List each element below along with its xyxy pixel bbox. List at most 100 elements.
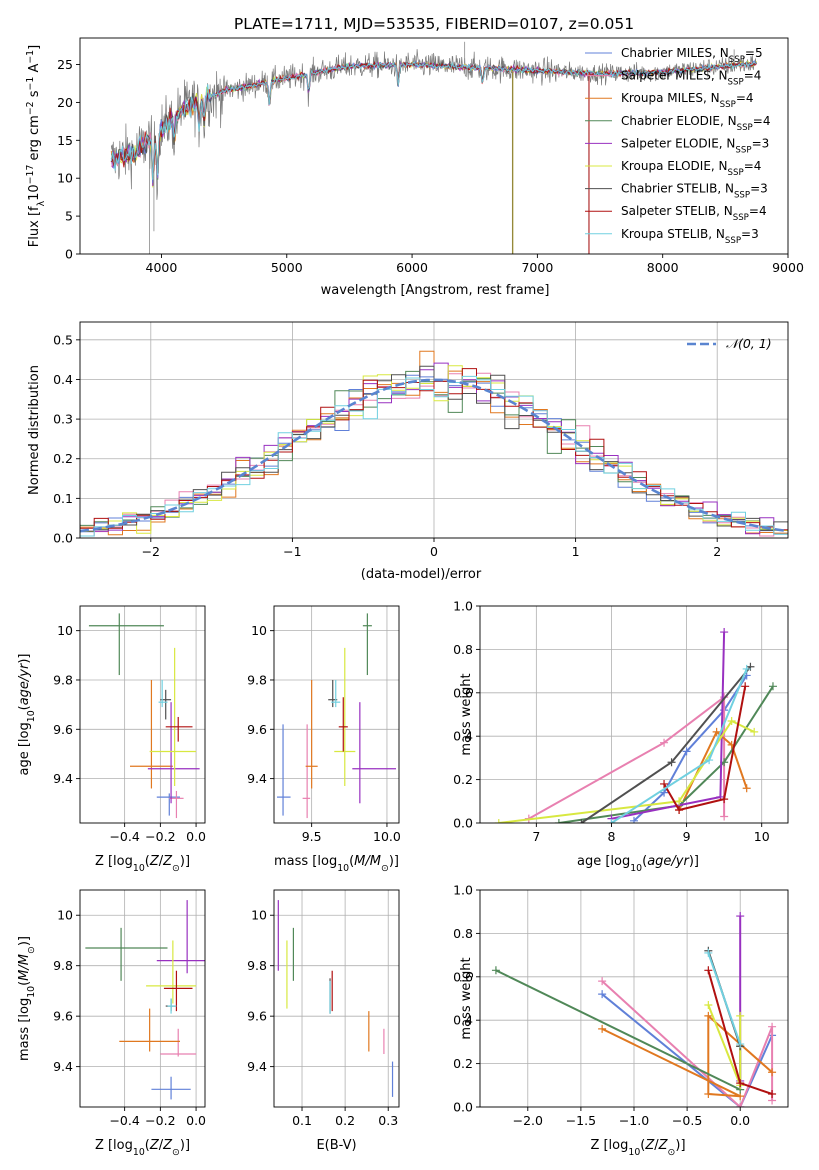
plot-area	[277, 900, 394, 1097]
label-part: Z	[149, 854, 160, 869]
x-tick-label: 0	[430, 544, 438, 559]
weight-point	[720, 795, 729, 804]
x-tick-label: −1.0	[619, 1113, 649, 1128]
y-tick-label: 0.8	[453, 642, 473, 657]
x-tick-label: 0.2	[335, 1113, 355, 1128]
weight-series-line	[707, 1004, 742, 1087]
weight-point	[768, 1089, 777, 1098]
y-tick-label: 0	[65, 247, 73, 262]
weight-point	[554, 819, 563, 823]
y-tick-label: 15	[57, 133, 73, 148]
legend-label: Chabrier STELIB, NSSP=3	[621, 182, 768, 201]
weight-point	[768, 1022, 777, 1031]
label-part: ⊙	[381, 863, 389, 874]
axes: −2.0 −1.5 −1.0 −0.5 0.0 0.0 0.2 0.4 0.6 0.8 1.0	[453, 883, 789, 1128]
weight-point	[607, 819, 616, 823]
x-tick-label: 6000	[396, 260, 428, 275]
label-part: age [log	[17, 722, 32, 775]
label-part: SSP	[734, 191, 750, 201]
label-part: )]	[389, 854, 399, 869]
label-part: Z	[644, 1138, 655, 1153]
label-part: A	[27, 64, 42, 77]
label-part: 10	[133, 1147, 145, 1158]
y-tick-label: 10	[57, 171, 73, 186]
x-axis-label: Z [log10(Z/Z⊙)]	[95, 1138, 190, 1158]
label-part: =4	[736, 91, 754, 105]
x-tick-label: −1.5	[566, 1113, 596, 1128]
x-tick-label: −0.5	[672, 1113, 702, 1128]
label-part: −2	[25, 101, 36, 115]
y-tick-label: 1.0	[453, 883, 473, 898]
label-part: 10	[337, 863, 349, 874]
x-tick-label: −0.2	[145, 1113, 175, 1128]
axes: −2 −1 0 1 2 0.0 0.1 0.2 0.3 0.4 0.5	[53, 321, 789, 559]
label-part: s	[27, 90, 42, 101]
plot-area	[85, 900, 205, 1100]
plot-area	[88, 613, 200, 819]
x-tick-label: −0.4	[109, 1113, 139, 1128]
label-part: Chabrier STELIB, N	[621, 182, 734, 196]
label-part: ]	[27, 45, 42, 50]
x-axis-label: E(B-V)	[316, 1138, 356, 1153]
y-tick-label: 9.8	[247, 672, 267, 687]
y-tick-label: 10	[251, 908, 267, 923]
label-part: (	[642, 854, 647, 869]
label-part: =4	[749, 204, 767, 218]
y-axis-label: mass weight	[459, 673, 474, 755]
weight-point	[598, 1024, 607, 1033]
plot-area	[491, 912, 777, 1107]
spectrum-model-line	[110, 61, 757, 180]
y-tick-label: 0.2	[453, 772, 473, 787]
panel-mass_vs_ebv: 0.1 0.2 0.3 9.4 9.6 9.8 10	[247, 889, 400, 1128]
label-part: =5	[745, 46, 763, 60]
weight-point	[598, 990, 607, 999]
label-part: SSP	[735, 145, 751, 155]
y-tick-label: 9.8	[53, 672, 73, 687]
y-tick-label: 5	[65, 209, 73, 224]
x-tick-label: 0.1	[292, 1113, 312, 1128]
plot-area	[80, 350, 788, 537]
plot-area	[277, 613, 396, 819]
label-part: 10	[27, 184, 42, 201]
x-tick-label: 0.0	[730, 1113, 750, 1128]
weight-point	[742, 784, 751, 793]
label-part: Flux [f	[27, 206, 42, 247]
weight-point	[494, 819, 503, 823]
label-part: 10	[630, 863, 642, 874]
label-part: −17	[25, 165, 36, 185]
weight-series-line	[707, 952, 742, 1045]
label-part: (	[640, 1138, 645, 1153]
y-tick-label: 0.1	[53, 491, 73, 506]
x-tick-label: −1	[283, 544, 301, 559]
y-tick-label: 10	[57, 623, 73, 638]
label-part: ⊙	[26, 946, 37, 954]
weight-point	[736, 1079, 745, 1088]
y-tick-label: 0.0	[453, 816, 473, 831]
legend-label: Salpeter MILES, NSSP=4	[621, 69, 761, 88]
y-tick-label: 9.4	[247, 771, 267, 786]
label-part: )]	[180, 1138, 190, 1153]
label-part: SSP	[725, 236, 741, 246]
label-part: SSP	[737, 123, 753, 133]
y-tick-label: 9.4	[53, 771, 73, 786]
weight-point	[727, 717, 736, 726]
x-axis-label: (data-model)/error	[361, 567, 482, 582]
label-part: 10	[26, 710, 37, 722]
label-part: (	[349, 854, 354, 869]
label-part: age/yr	[647, 854, 690, 869]
label-part: ⊙	[172, 863, 180, 874]
label-part: =4	[744, 69, 762, 83]
label-part: Kroupa STELIB, N	[621, 227, 725, 241]
weight-point	[660, 779, 669, 788]
x-axis-label: Z [log10(Z/Z⊙)]	[95, 854, 190, 874]
weight-series-line	[528, 696, 726, 820]
y-axis-label: Flux [fλ10−17 erg cm−2 s−1 A−1]	[25, 45, 47, 247]
legend-label: Kroupa STELIB, NSSP=3	[621, 227, 759, 246]
label-part: Z [log	[95, 854, 133, 869]
y-tick-label: 9.6	[53, 1009, 73, 1024]
panel-spectrum: 4000 5000 6000 7000 8000 9000 0 5 10 15 20 25 Chabri…	[25, 37, 804, 298]
label-part: SSP	[728, 78, 744, 88]
